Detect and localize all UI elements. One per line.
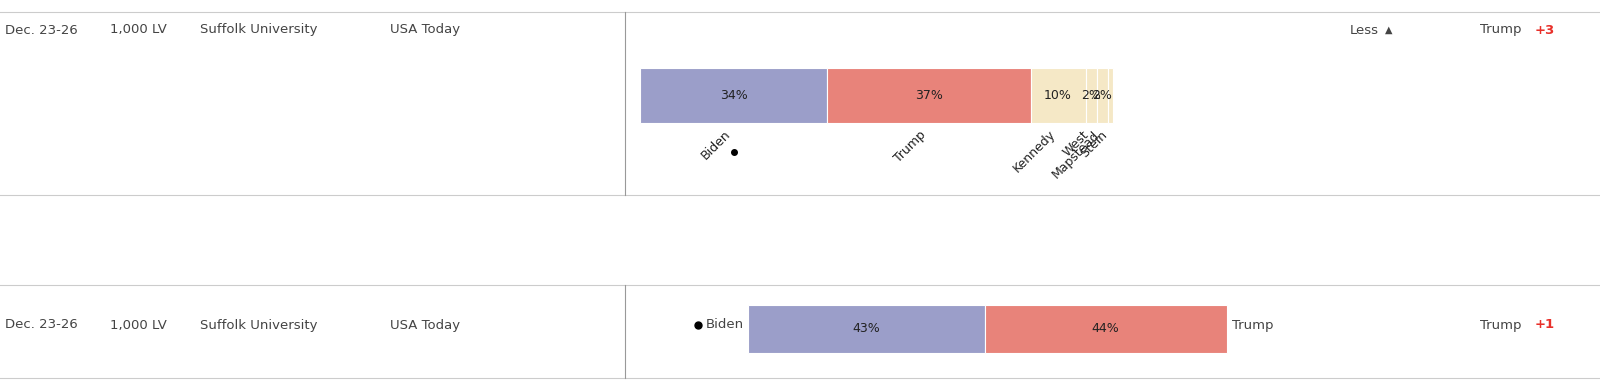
Text: 2%: 2% — [1082, 89, 1101, 102]
Text: 44%: 44% — [1091, 322, 1120, 336]
Text: Dec. 23-26: Dec. 23-26 — [5, 24, 78, 36]
Text: Biden: Biden — [706, 319, 744, 331]
Text: 1,000 LV: 1,000 LV — [110, 319, 166, 331]
Text: +3: +3 — [1534, 24, 1555, 36]
Text: 2%: 2% — [1093, 89, 1112, 102]
Text: Trump: Trump — [1232, 319, 1274, 331]
Text: 43%: 43% — [853, 322, 880, 336]
Text: +1: +1 — [1534, 319, 1555, 331]
Text: Mapstead: Mapstead — [1050, 128, 1102, 180]
Text: USA Today: USA Today — [390, 24, 461, 36]
Text: Less: Less — [1350, 24, 1379, 36]
Bar — [984, 305, 1227, 353]
Text: Suffolk University: Suffolk University — [200, 319, 317, 331]
Text: 1,000 LV: 1,000 LV — [110, 24, 166, 36]
Text: Dec. 23-26: Dec. 23-26 — [5, 319, 78, 331]
Text: ▲: ▲ — [1386, 25, 1392, 35]
Text: Trump: Trump — [893, 128, 928, 165]
Text: Trump: Trump — [1480, 24, 1522, 36]
Text: West: West — [1061, 128, 1091, 159]
Bar — [640, 68, 827, 123]
Bar — [749, 305, 984, 353]
Text: Suffolk University: Suffolk University — [200, 24, 317, 36]
Text: 10%: 10% — [1045, 89, 1072, 102]
Bar — [1030, 68, 1085, 123]
Text: Trump: Trump — [1480, 319, 1522, 331]
Text: USA Today: USA Today — [390, 319, 461, 331]
Bar — [1085, 68, 1096, 123]
Text: Stein: Stein — [1078, 128, 1110, 160]
Bar — [827, 68, 1030, 123]
Text: Kennedy: Kennedy — [1011, 128, 1058, 175]
Bar — [1096, 68, 1107, 123]
Text: Biden: Biden — [699, 128, 733, 163]
Text: 37%: 37% — [915, 89, 942, 102]
Text: 34%: 34% — [720, 89, 747, 102]
Bar — [1107, 68, 1114, 123]
